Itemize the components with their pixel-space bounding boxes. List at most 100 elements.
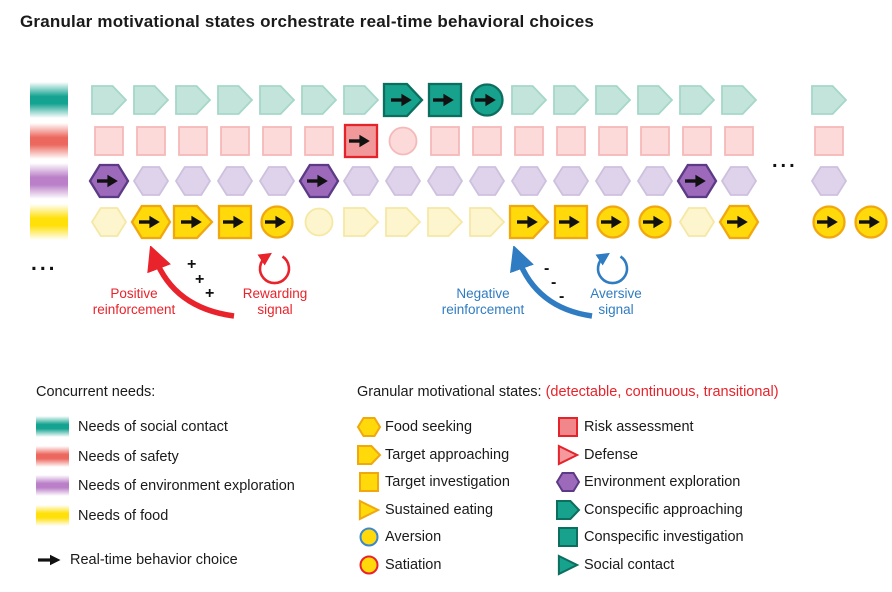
- state-risk-assessment: [88, 121, 130, 161]
- state-food-ti-active: [808, 202, 850, 242]
- state-food-cic-active: [850, 202, 892, 242]
- state-risk-assessment: [508, 121, 550, 161]
- state-environment-exploration-active: [298, 161, 340, 201]
- state-conspecific-approaching: [256, 80, 298, 120]
- state-label: Conspecific approaching: [584, 502, 743, 518]
- tri-icon: [557, 444, 580, 466]
- state-conspecific-approaching-active: [382, 80, 424, 120]
- state-conspecific-approaching: [88, 80, 130, 120]
- legend-state-food-seeking: Food seeking: [356, 417, 472, 437]
- positive-reinforcement-label: Positive reinforcement: [92, 286, 176, 317]
- need-gradient-swatch-exploration: [30, 163, 68, 199]
- need-gradient-swatch-social: [30, 82, 68, 118]
- state-risk-assessment: [808, 121, 850, 161]
- need-gradient-swatch-food: [36, 505, 69, 526]
- circ-icon: [359, 555, 379, 575]
- state-food-seeking-active: [718, 202, 760, 242]
- behavior-choice-arrow-icon: [38, 554, 61, 566]
- legend-need-exploration: Needs of environment exploration: [36, 475, 295, 496]
- state-label: Satiation: [385, 557, 442, 573]
- tri-icon: [358, 499, 381, 521]
- state-conspecific-approaching: [718, 80, 760, 120]
- state-food-seeking-active: [130, 202, 172, 242]
- need-label: Needs of safety: [78, 448, 179, 465]
- legend-state-environment-exploration: Environment exploration: [555, 472, 741, 492]
- state-target-approaching: [466, 202, 508, 242]
- state-conspecific-approaching: [172, 80, 214, 120]
- state-conspecific-approaching: [808, 80, 850, 120]
- state-risk-assessment: [718, 121, 760, 161]
- state-safety-ti: [382, 121, 424, 161]
- tri-icon: [557, 554, 580, 576]
- state-risk-assessment-active: [340, 121, 382, 161]
- state-environment-exploration: [718, 161, 760, 201]
- sq-icon: [558, 417, 578, 437]
- state-risk-assessment: [466, 121, 508, 161]
- legend-state-satiation: Satiation: [357, 555, 441, 575]
- state-environment-exploration: [550, 161, 592, 201]
- need-row-safety: [0, 121, 892, 161]
- rewarding-signal-label: Rewarding signal: [242, 286, 308, 317]
- figure-title: Granular motivational states orchestrate…: [20, 12, 595, 31]
- state-food-cic-active: [634, 202, 676, 242]
- state-conspecific-approaching: [550, 80, 592, 120]
- state-environment-exploration: [214, 161, 256, 201]
- state-environment-exploration: [808, 161, 850, 201]
- legend-state-aversion: Aversion: [357, 527, 441, 547]
- state-label: Conspecific investigation: [584, 529, 744, 545]
- state-label: Target investigation: [385, 474, 510, 490]
- state-label: Social contact: [584, 557, 675, 573]
- state-food-cic: [298, 202, 340, 242]
- legend-state-target-investigation: Target investigation: [357, 472, 510, 492]
- need-row-exploration: ...: [0, 150, 892, 201]
- plus-mark: +: [205, 285, 215, 302]
- state-label: Sustained eating: [385, 502, 494, 518]
- aversive-signal-loop-arrow: [595, 252, 629, 285]
- legend-state-social-contact: Social contact: [556, 554, 675, 576]
- state-target-investigation-active: [214, 202, 256, 242]
- need-gradient-swatch-social: [36, 416, 69, 437]
- row-gap: [760, 80, 808, 120]
- state-target-approaching: [382, 202, 424, 242]
- negative-reinforcement-label: Negative reinforcement: [441, 286, 525, 317]
- row-gap: ...: [760, 150, 808, 201]
- legend-state-target-approaching: Target approaching: [357, 445, 509, 465]
- legend-states-note: (detectable, continuous, transitional): [545, 384, 779, 400]
- aversive-signal-label: Aversive signal: [590, 286, 642, 317]
- state-label: Aversion: [385, 529, 442, 545]
- state-food-ti-active: [592, 202, 634, 242]
- state-conspecific-approaching: [592, 80, 634, 120]
- state-risk-assessment: [256, 121, 298, 161]
- state-target-approaching: [424, 202, 466, 242]
- state-conspecific-approaching: [298, 80, 340, 120]
- timeline-ellipsis-left: ...: [31, 252, 58, 275]
- state-conspecific-approaching: [214, 80, 256, 120]
- state-conspecific-approaching: [634, 80, 676, 120]
- state-environment-exploration: [256, 161, 298, 201]
- state-risk-assessment: [634, 121, 676, 161]
- legend-need-food: Needs of food: [36, 505, 168, 526]
- state-environment-exploration: [634, 161, 676, 201]
- legend-motivational-states: Granular motivational states: (detectabl…: [356, 384, 887, 592]
- state-target-investigation-active: [550, 202, 592, 242]
- plus-mark: +: [195, 271, 205, 288]
- state-label: Environment exploration: [584, 474, 741, 490]
- negative-reinforcement-arrow: [510, 246, 593, 319]
- legend-state-defense: Defense: [556, 444, 638, 466]
- state-environment-exploration-active: [88, 161, 130, 201]
- legend-needs-header: Concurrent needs:: [36, 384, 156, 400]
- positive-reinforcement-arrow: [147, 246, 235, 319]
- state-conspecific-approaching: [676, 80, 718, 120]
- state-conspecific-investigation-active: [424, 80, 466, 120]
- need-row-social: [0, 80, 892, 120]
- state-environment-exploration: [466, 161, 508, 201]
- state-food-seeking: [88, 202, 130, 242]
- minus-mark: -: [559, 288, 565, 305]
- state-environment-exploration: [424, 161, 466, 201]
- state-environment-exploration: [172, 161, 214, 201]
- state-risk-assessment: [592, 121, 634, 161]
- need-gradient-swatch-exploration: [36, 475, 69, 496]
- state-label: Target approaching: [385, 447, 510, 463]
- state-target-approaching-active: [172, 202, 214, 242]
